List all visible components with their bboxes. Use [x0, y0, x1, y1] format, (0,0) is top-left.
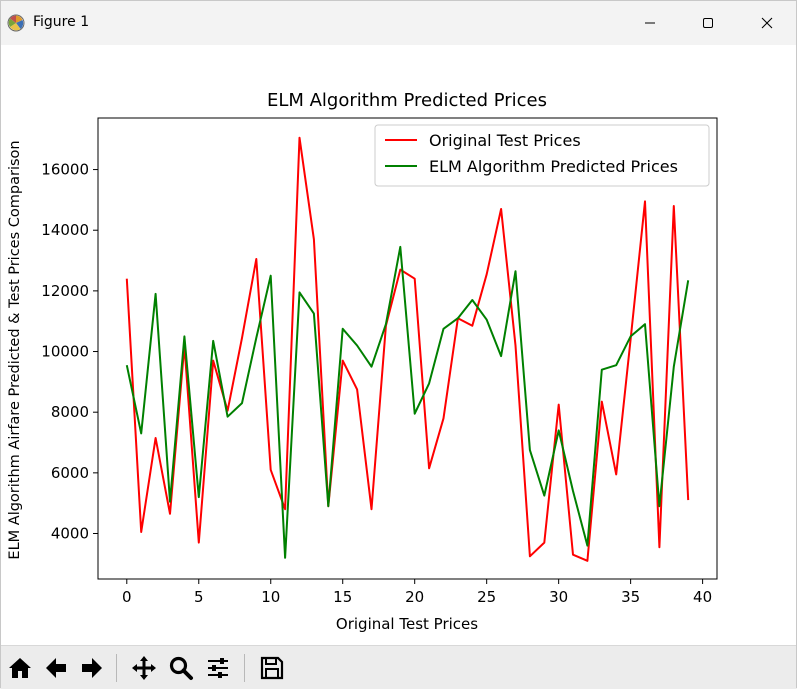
pan-icon: [132, 656, 156, 680]
x-tick-label: 20: [405, 588, 424, 606]
navigation-toolbar: [1, 645, 796, 689]
home-button[interactable]: [5, 652, 35, 684]
back-button[interactable]: [41, 652, 71, 684]
home-icon: [9, 658, 31, 678]
x-tick-label: 35: [621, 588, 640, 606]
x-tick-label: 30: [549, 588, 568, 606]
matplotlib-logo-icon: [7, 14, 25, 32]
configure-subplots-button[interactable]: [203, 652, 233, 684]
x-tick-label: 25: [477, 588, 496, 606]
back-arrow-icon: [46, 658, 66, 678]
y-tick-label: 4000: [51, 525, 89, 543]
series-lines: [125, 136, 690, 562]
zoom-icon: [169, 656, 193, 680]
minimize-icon: [645, 22, 655, 24]
toolbar-separator: [116, 654, 117, 682]
title-bar[interactable]: Figure 1: [1, 1, 796, 45]
toolbar-separator: [244, 654, 245, 682]
y-tick-label: 8000: [51, 403, 89, 421]
y-tick-label: 6000: [51, 464, 89, 482]
axis-ticks: 0 5 10 15 20 25 30 35 40 4000 6000 8000 10000 12000 14…: [41, 161, 712, 606]
y-tick-label: 16000: [41, 161, 89, 179]
save-icon: [260, 656, 284, 680]
series-line-1: [125, 245, 690, 559]
chart-title: ELM Algorithm Predicted Prices: [267, 90, 547, 111]
x-tick-label: 15: [333, 588, 352, 606]
figure-canvas[interactable]: ELM Algorithm Predicted Prices Original …: [1, 45, 796, 645]
line-chart: ELM Algorithm Predicted Prices Original …: [7, 90, 718, 633]
forward-arrow-icon: [82, 658, 102, 678]
series-line-0: [125, 136, 690, 562]
legend-box: [374, 124, 710, 187]
x-tick-label: 5: [194, 588, 204, 606]
sliders-icon: [208, 658, 228, 678]
window-title: Figure 1: [33, 14, 90, 30]
close-icon: [761, 17, 773, 29]
x-tick-label: 10: [261, 588, 280, 606]
y-tick-label: 12000: [41, 282, 89, 300]
pan-button[interactable]: [129, 652, 159, 684]
y-tick-label: 14000: [41, 221, 89, 239]
legend-label-original: Original Test Prices: [429, 131, 581, 150]
maximize-icon: [703, 18, 713, 28]
legend: Original Test Prices ELM Algorithm Predi…: [374, 124, 710, 187]
legend-label-predicted: ELM Algorithm Predicted Prices: [429, 157, 678, 176]
x-tick-label: 40: [693, 588, 712, 606]
close-button[interactable]: [738, 1, 796, 45]
y-axis-label: ELM Algorithm Airfare Predicted & Test P…: [7, 140, 23, 559]
forward-button[interactable]: [77, 652, 107, 684]
save-button[interactable]: [257, 652, 287, 684]
zoom-button[interactable]: [166, 652, 196, 684]
minimize-button[interactable]: [621, 1, 679, 45]
plot-frame: [97, 117, 718, 580]
x-axis-label: Original Test Prices: [336, 615, 478, 633]
x-tick-label: 0: [122, 588, 132, 606]
maximize-button[interactable]: [679, 1, 737, 45]
y-tick-label: 10000: [41, 343, 89, 361]
